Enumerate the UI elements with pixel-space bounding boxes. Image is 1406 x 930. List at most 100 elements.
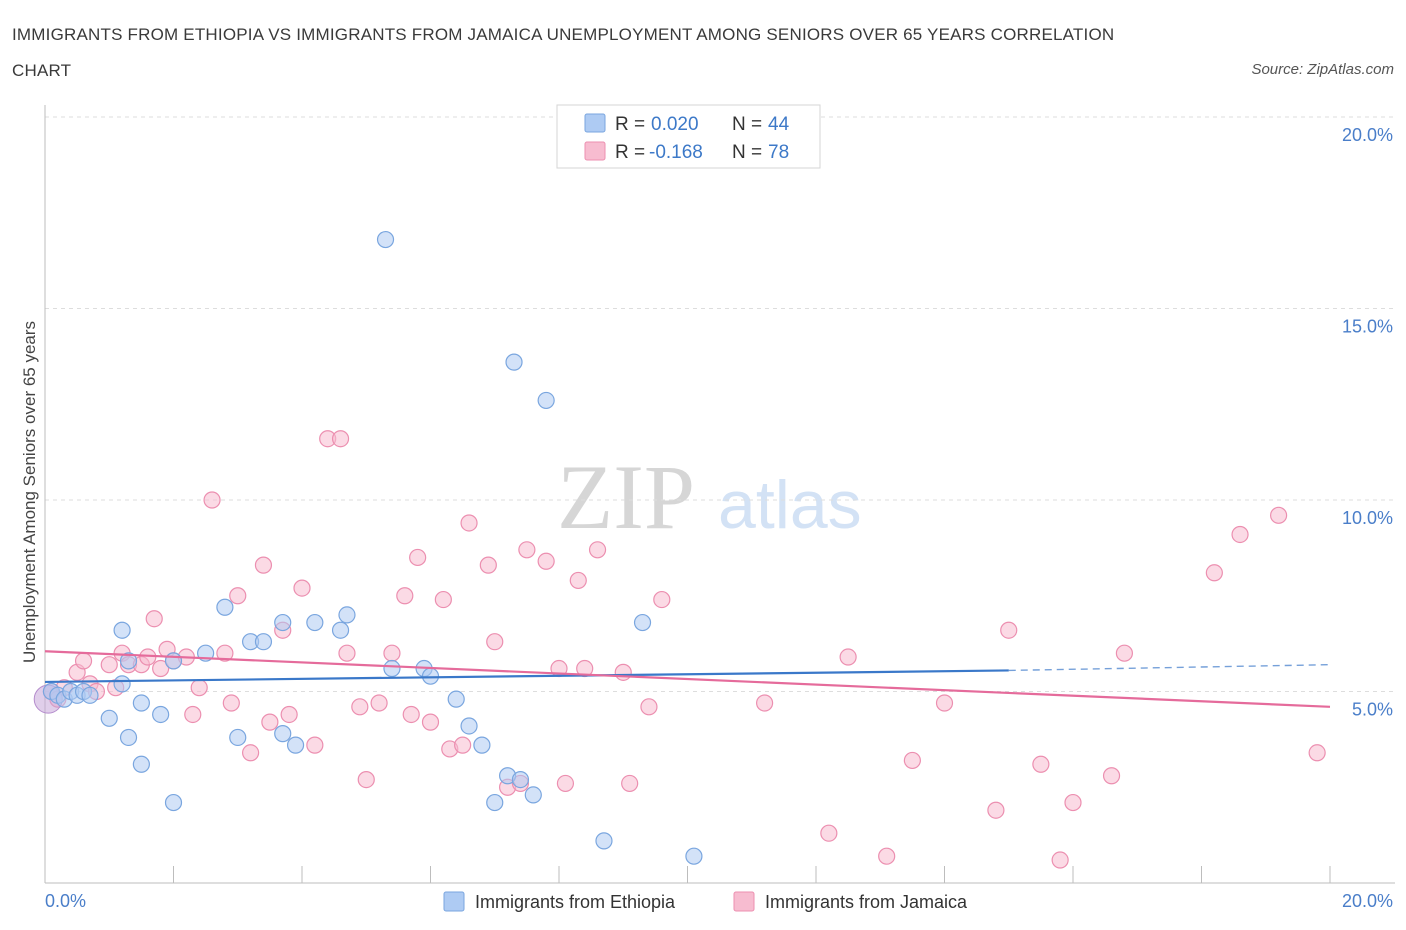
jamaica-point [621,774,639,793]
ethiopia-point [376,230,395,249]
ethiopia-point [274,725,292,743]
ethiopia-point [505,353,523,371]
ethiopia-point [164,652,183,670]
jamaica-point [903,751,921,770]
jamaica-point [229,587,247,605]
ethiopia-point [132,694,150,712]
legend-swatch-jamaica [584,141,606,161]
series-legend-swatch-ethiopia [443,891,465,912]
series-legend-label-ethiopia: Immigrants from Ethiopia [475,892,676,912]
jamaica-point [755,694,774,712]
ethiopia-point [286,736,305,754]
x-axis-ticks [44,866,1331,883]
jamaica-point [222,694,240,712]
jamaica-point [190,679,208,697]
jamaica-point [556,774,575,793]
ethiopia-point [338,606,356,624]
ethiopia-point [306,613,324,632]
legend-swatch-ethiopia [584,113,606,133]
jamaica-point [486,633,504,651]
jamaica-point [878,847,896,865]
legend-r-label-ethiopia: R = [615,114,645,135]
jamaica-point [338,644,356,662]
y-tick-label: 5.0% [1352,700,1393,720]
stats-legend: R = 0.020 N = 44 R = -0.168 N = 78 [556,104,821,169]
ethiopia-point [229,728,247,747]
watermark-atlas: atlas [718,467,862,543]
jamaica-point [434,590,452,609]
jamaica-point [614,663,632,681]
ethiopia-point [152,705,170,724]
jamaica-point [1308,744,1326,762]
chart-title-line-2: CHART [12,61,72,80]
jamaica-point [640,698,658,716]
series-legend-label-jamaica: Immigrants from Jamaica [765,892,968,912]
y-tick-label: 10.0% [1342,508,1393,528]
ethiopia-point [113,675,131,693]
jamaica-point [383,644,401,662]
ethiopia-point [447,690,465,708]
jamaica-point [1102,767,1121,785]
y-tick-label: 20.0% [1342,125,1393,145]
series-ethiopia-points [42,230,703,865]
jamaica-point [357,770,375,789]
jamaica-point [242,744,260,762]
jamaica-point [987,801,1005,819]
trend-line-ethiopia-projection [1008,663,1331,672]
ethiopia-point [100,709,118,727]
series-legend: Immigrants from Ethiopia Immigrants from… [443,891,968,912]
jamaica-point [145,610,163,628]
jamaica-point [370,694,388,712]
jamaica-point [1032,755,1050,773]
jamaica-point [537,552,555,570]
jamaica-point [74,652,93,670]
legend-n-value-jamaica: 78 [768,142,789,163]
ethiopia-point [119,728,138,747]
ethiopia-point [216,598,234,616]
y-tick-label: 15.0% [1342,317,1393,337]
jamaica-point [1205,564,1223,582]
ethiopia-point [524,786,542,804]
jamaica-point [569,571,587,590]
ethiopia-point [113,621,131,639]
jamaica-point [331,430,350,448]
jamaica-point [839,648,857,666]
ethiopia-point [486,793,504,812]
ethiopia-point [595,832,613,850]
jamaica-point [1231,525,1249,544]
watermark-zip: ZIP [557,446,695,548]
jamaica-point [588,541,607,559]
jamaica-point [421,713,440,731]
trend-line-ethiopia [44,669,1009,684]
ethiopia-point [383,659,401,678]
legend-r-value-ethiopia: 0.020 [651,114,699,135]
ethiopia-point [473,736,491,754]
ethiopia-point [132,755,150,773]
source-label: Source: ZipAtlas.com [1251,61,1394,78]
jamaica-point [1115,644,1134,662]
trend-line-jamaica [44,650,1331,708]
jamaica-point [306,736,324,754]
jamaica-point [184,705,202,724]
jamaica-point [1064,793,1082,812]
x-tick-label-max: 20.0% [1342,891,1393,911]
jamaica-point [409,548,427,567]
jamaica-point [261,713,279,731]
jamaica-point [1000,621,1018,639]
ethiopia-point [685,847,703,865]
jamaica-point [460,514,478,532]
jamaica-point [293,579,311,597]
ethiopia-point [254,633,273,651]
ethiopia-point [164,793,183,812]
jamaica-point [203,491,221,509]
jamaica-point [820,824,838,842]
jamaica-point [653,590,671,609]
ethiopia-point [537,391,555,410]
ethiopia-point [81,686,99,704]
chart-title-line-1: IMMIGRANTS FROM ETHIOPIA VS IMMIGRANTS F… [12,25,1115,44]
ethiopia-point [511,770,530,789]
ethiopia-point [633,613,652,632]
legend-n-value-ethiopia: 44 [768,114,790,135]
legend-r-value-jamaica: -0.168 [649,142,703,163]
